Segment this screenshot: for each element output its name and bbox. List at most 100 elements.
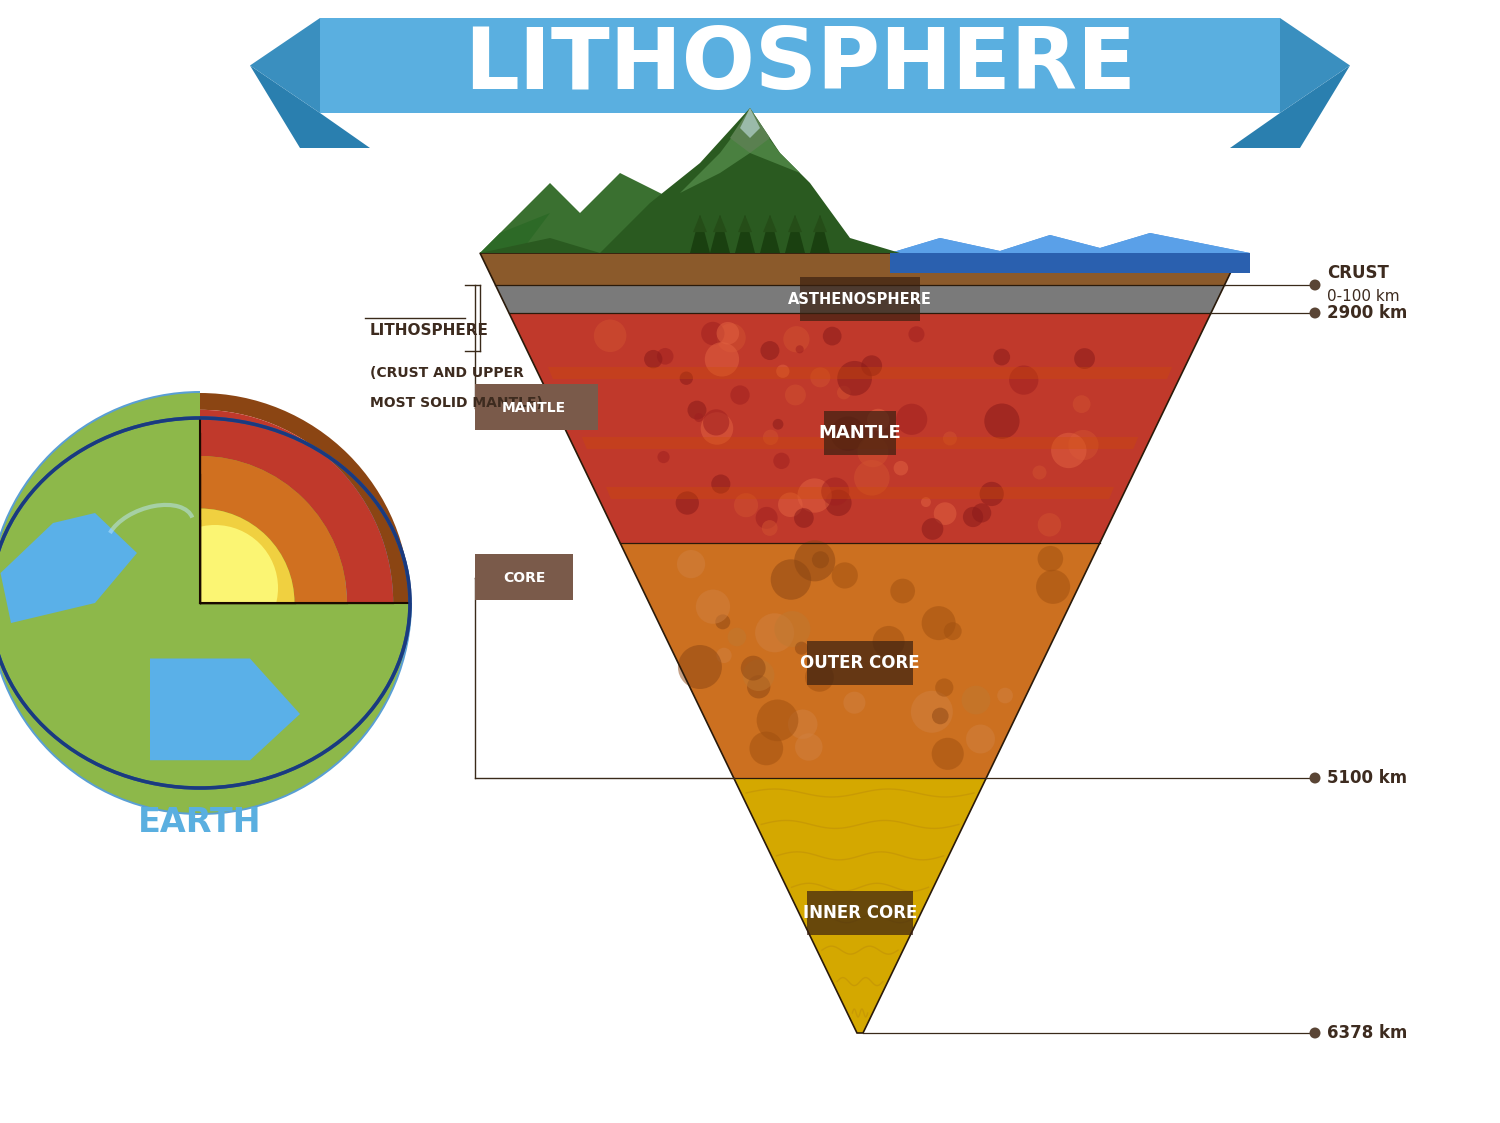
Polygon shape [1280, 18, 1350, 113]
Polygon shape [784, 214, 806, 253]
Polygon shape [620, 544, 1100, 778]
Circle shape [644, 350, 663, 368]
Circle shape [858, 436, 888, 467]
Circle shape [730, 385, 750, 404]
Circle shape [894, 460, 908, 475]
Polygon shape [730, 108, 770, 153]
Wedge shape [200, 456, 346, 603]
Circle shape [762, 520, 777, 536]
Circle shape [853, 460, 889, 495]
Circle shape [966, 724, 994, 754]
Circle shape [1074, 348, 1095, 369]
Text: 5100 km: 5100 km [1328, 769, 1407, 787]
Circle shape [998, 687, 1012, 703]
Polygon shape [251, 18, 320, 113]
Circle shape [1036, 569, 1070, 604]
Text: 0-100 km: 0-100 km [1328, 290, 1400, 304]
Circle shape [934, 502, 957, 524]
Polygon shape [0, 603, 200, 788]
Circle shape [700, 412, 734, 445]
Circle shape [657, 348, 674, 365]
Circle shape [910, 691, 952, 733]
Text: (CRUST AND UPPER: (CRUST AND UPPER [370, 366, 524, 380]
Polygon shape [813, 214, 826, 232]
Polygon shape [734, 778, 987, 1033]
FancyBboxPatch shape [476, 384, 598, 430]
Text: LITHOSPHERE: LITHOSPHERE [464, 24, 1136, 107]
Circle shape [795, 641, 808, 655]
Circle shape [711, 475, 730, 494]
Circle shape [1052, 432, 1086, 468]
Circle shape [742, 659, 774, 691]
Circle shape [1068, 430, 1098, 460]
Circle shape [717, 323, 746, 353]
Circle shape [812, 551, 830, 568]
Text: OUTER CORE: OUTER CORE [800, 654, 920, 672]
Circle shape [1072, 395, 1090, 413]
Circle shape [909, 327, 924, 343]
Circle shape [783, 326, 810, 353]
Circle shape [896, 403, 927, 435]
Circle shape [1310, 773, 1320, 784]
Circle shape [794, 540, 836, 582]
Polygon shape [480, 213, 550, 253]
Polygon shape [764, 214, 777, 232]
Text: 2900 km: 2900 km [1328, 304, 1407, 322]
Circle shape [764, 430, 778, 445]
Polygon shape [890, 232, 1250, 253]
Circle shape [980, 482, 1004, 506]
Text: MOST SOLID MANTLE): MOST SOLID MANTLE) [370, 396, 543, 410]
Circle shape [774, 611, 810, 647]
Circle shape [760, 341, 780, 360]
Circle shape [772, 419, 783, 430]
Circle shape [962, 686, 990, 714]
Circle shape [716, 614, 730, 629]
Circle shape [795, 733, 822, 760]
FancyBboxPatch shape [476, 554, 573, 600]
Circle shape [717, 322, 740, 345]
Circle shape [717, 648, 732, 663]
Text: ASTHENOSPHERE: ASTHENOSPHERE [788, 292, 932, 307]
Circle shape [831, 417, 866, 450]
Circle shape [700, 322, 724, 345]
Wedge shape [0, 603, 200, 815]
FancyBboxPatch shape [807, 641, 913, 685]
Circle shape [1310, 1028, 1320, 1039]
Text: EARTH: EARTH [138, 806, 262, 840]
Circle shape [594, 320, 627, 351]
Polygon shape [735, 214, 754, 253]
Circle shape [1032, 466, 1047, 480]
Circle shape [810, 367, 830, 387]
FancyBboxPatch shape [801, 277, 920, 321]
Wedge shape [200, 393, 410, 603]
Circle shape [837, 360, 872, 395]
Circle shape [1038, 546, 1064, 572]
Circle shape [741, 656, 765, 681]
Circle shape [678, 645, 722, 690]
Circle shape [798, 478, 831, 513]
Polygon shape [480, 108, 900, 253]
Circle shape [1038, 513, 1060, 537]
Circle shape [704, 409, 729, 436]
Circle shape [657, 451, 669, 463]
Polygon shape [788, 214, 802, 232]
Circle shape [152, 524, 278, 651]
Circle shape [806, 663, 834, 692]
Polygon shape [582, 437, 1138, 449]
Polygon shape [690, 214, 709, 253]
Polygon shape [810, 214, 830, 253]
Wedge shape [0, 393, 410, 813]
Polygon shape [693, 214, 706, 232]
Circle shape [1010, 365, 1038, 394]
Circle shape [756, 506, 777, 529]
Polygon shape [251, 65, 370, 148]
Polygon shape [890, 232, 1250, 253]
Circle shape [825, 490, 852, 517]
Circle shape [921, 497, 932, 508]
Ellipse shape [22, 436, 338, 750]
Circle shape [778, 493, 802, 517]
Circle shape [944, 431, 957, 446]
Circle shape [963, 506, 982, 527]
Circle shape [837, 385, 850, 400]
Polygon shape [30, 423, 350, 633]
